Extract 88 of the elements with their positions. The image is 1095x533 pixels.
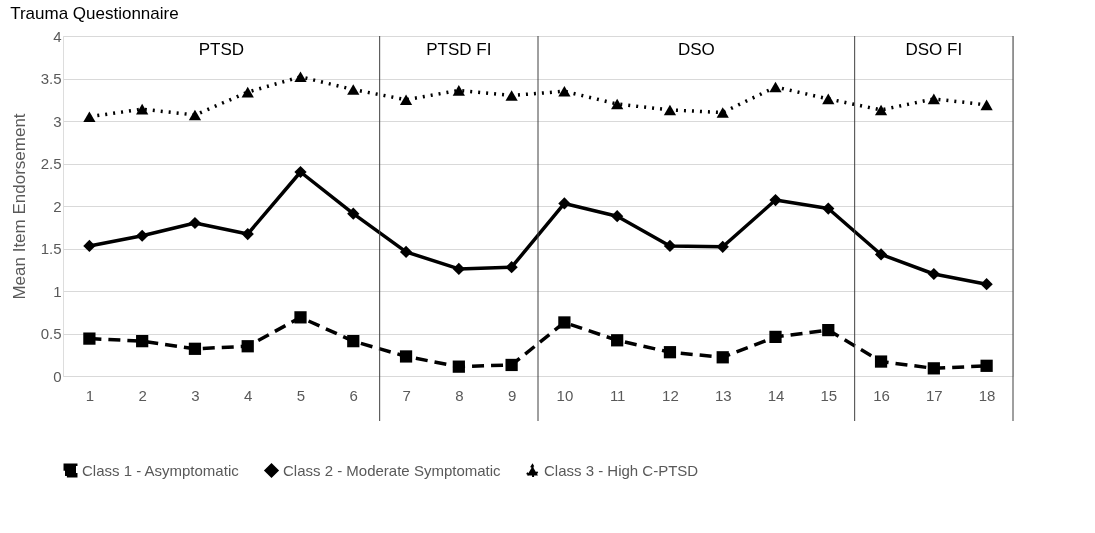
point [611, 334, 624, 347]
y-tick-label: 2.5 [40, 155, 62, 172]
chart-title: Trauma Questionnaire [10, 4, 179, 23]
annotation: PTSD FI [426, 40, 492, 59]
point [769, 81, 782, 93]
point [452, 85, 465, 96]
point [874, 248, 888, 261]
x-tick-label: 10 [556, 386, 574, 404]
point [927, 362, 940, 375]
point [663, 104, 677, 116]
point [83, 111, 96, 123]
y-tick-label: 0 [53, 367, 62, 385]
x-tick-label: 8 [455, 386, 464, 404]
point [188, 109, 202, 121]
x-tick-label: 13 [714, 386, 732, 404]
x-tick-label: 12 [662, 386, 679, 404]
point [769, 193, 782, 207]
point [663, 346, 677, 359]
point [769, 330, 782, 344]
x-tick-label: 4 [244, 386, 253, 404]
point [980, 278, 993, 291]
y-tick-label: 0.5 [40, 325, 62, 342]
annotation: DSO FI [905, 40, 963, 59]
x-tick-label: 2 [138, 386, 147, 404]
x-tick-label: 18 [978, 386, 996, 404]
point [874, 104, 888, 116]
point [505, 90, 518, 101]
point [822, 93, 835, 105]
point [558, 85, 571, 97]
y-tick-label: 3.5 [40, 70, 62, 87]
x-tick-label: 9 [507, 386, 517, 404]
point [136, 335, 149, 348]
point [347, 335, 360, 348]
point [347, 84, 360, 95]
y-tick-label: 4 [53, 27, 62, 45]
point [452, 360, 465, 373]
point [83, 239, 96, 253]
point [241, 86, 254, 98]
point [399, 245, 413, 259]
point [188, 216, 202, 230]
x-tick-label: 14 [767, 386, 785, 404]
legend-label: Class 1 - Asymptomatic [82, 461, 240, 479]
x-tick-label: 3 [191, 386, 200, 404]
x-tick-label: 7 [402, 386, 411, 404]
point [716, 351, 729, 364]
point [716, 107, 729, 118]
point [294, 165, 307, 179]
point [980, 359, 993, 372]
y-tick-label: 3 [53, 112, 62, 130]
point [558, 316, 571, 329]
point [822, 323, 835, 337]
point [241, 340, 254, 353]
y-tick-label: 2 [53, 197, 62, 215]
point [663, 239, 677, 253]
point [505, 358, 518, 372]
point [611, 98, 624, 110]
point [822, 202, 835, 215]
point [347, 207, 360, 220]
point [241, 227, 254, 241]
y-tick-label: 1 [53, 282, 62, 300]
point [611, 210, 624, 223]
point [188, 342, 202, 355]
x-tick-label: 1 [85, 386, 95, 404]
point [136, 103, 149, 115]
x-tick-label: 5 [296, 386, 306, 404]
point [874, 355, 888, 368]
point [927, 267, 940, 281]
x-tick-label: 16 [873, 386, 890, 404]
point [399, 94, 413, 106]
x-tick-label: 6 [349, 386, 358, 404]
x-tick-label: 17 [925, 386, 943, 404]
point [399, 350, 413, 363]
point [294, 311, 307, 324]
point [980, 99, 993, 111]
y-tick-label: 1.5 [40, 240, 62, 257]
x-tick-label: 15 [820, 386, 838, 404]
x-tick-label: 11 [609, 386, 626, 404]
point [294, 71, 307, 83]
point [558, 197, 571, 210]
annotation: DSO [677, 40, 715, 59]
point [927, 93, 940, 105]
legend-label: Class 2 - Moderate Symptomatic [283, 461, 502, 479]
annotation: PTSD [198, 40, 245, 59]
legend-label: Class 3 - High C-PTSD [544, 461, 699, 479]
point [136, 229, 149, 242]
point [452, 262, 465, 276]
point [83, 332, 96, 345]
y-axis-title: Mean Item Endorsement [9, 113, 29, 300]
